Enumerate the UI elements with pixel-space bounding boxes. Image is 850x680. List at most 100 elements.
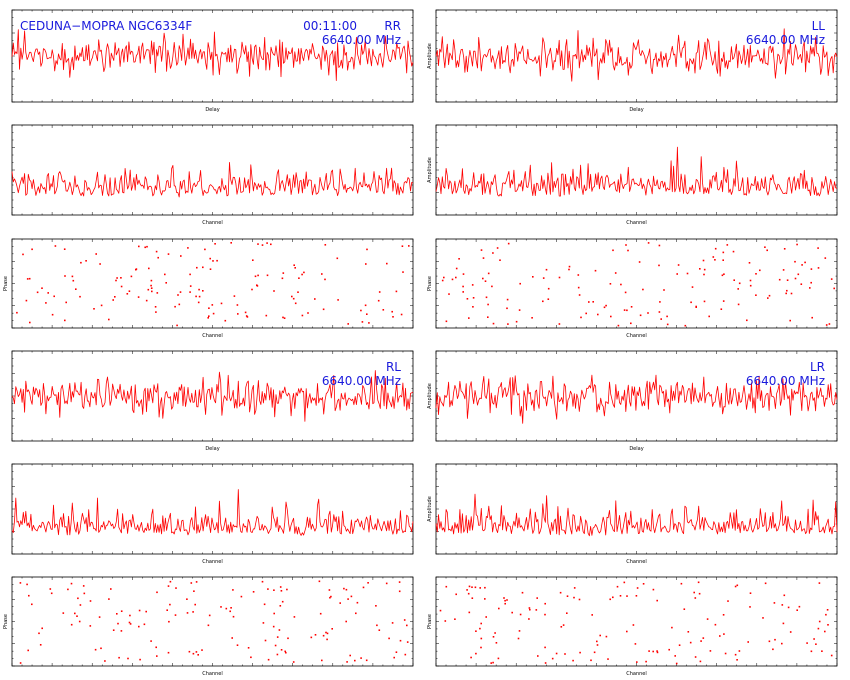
rl-phase-point bbox=[225, 607, 228, 610]
rl-phase-point bbox=[280, 590, 283, 592]
rl-phase-point bbox=[108, 598, 110, 600]
ll-phase-point bbox=[472, 306, 474, 308]
lr-phase-point bbox=[555, 652, 558, 655]
ll-phase-point bbox=[609, 283, 612, 285]
rl-phase-point bbox=[120, 630, 123, 632]
rl-phase-point bbox=[388, 637, 390, 640]
ll-phase-point bbox=[767, 297, 769, 299]
rr-phase-point bbox=[212, 260, 214, 262]
rr-phase-point bbox=[301, 273, 303, 276]
rl-phase-point bbox=[27, 649, 29, 652]
source-label: CEDUNA−MOPRA NGC6334F bbox=[20, 19, 192, 33]
ll-phase-point bbox=[737, 288, 739, 290]
lr-phase-point bbox=[699, 660, 702, 663]
ll-phase-point bbox=[466, 298, 469, 300]
rl-phase-point bbox=[201, 649, 203, 651]
rr-phase-point bbox=[189, 273, 191, 276]
rr-phase-point bbox=[293, 264, 295, 266]
ll-phase-point bbox=[737, 303, 740, 306]
ll-phase-point bbox=[614, 272, 617, 274]
ll-phase-point bbox=[482, 277, 484, 280]
rl-phase-point bbox=[129, 623, 132, 625]
rl-phase-point bbox=[195, 581, 198, 583]
ll-phase-point bbox=[746, 319, 748, 322]
rl-phase-point bbox=[285, 651, 287, 654]
rr-phase-point bbox=[208, 307, 210, 309]
ll-phase-point bbox=[568, 265, 571, 268]
lr-phase-point bbox=[494, 632, 496, 634]
rr-phase-point bbox=[377, 299, 380, 302]
lr-phase-point bbox=[479, 587, 481, 589]
ll-phase-point bbox=[518, 309, 521, 311]
rl-phase-point bbox=[280, 649, 283, 651]
ll-phase-point bbox=[558, 276, 561, 279]
ll-phase-point bbox=[585, 312, 587, 315]
rl-phase-point bbox=[169, 580, 172, 583]
rr-phase-point bbox=[245, 315, 248, 317]
rl-phase-point bbox=[166, 609, 168, 611]
ll-phase-point bbox=[487, 316, 489, 318]
ll-phase-point bbox=[759, 269, 761, 272]
ll-phase-point bbox=[507, 242, 510, 245]
rr-phase-point bbox=[301, 314, 304, 317]
ll-phase-point bbox=[484, 280, 487, 282]
rr-phase-point bbox=[114, 296, 116, 298]
lr-phase-point bbox=[504, 599, 506, 602]
lr-phase-point bbox=[796, 609, 798, 611]
rr-phase-point bbox=[196, 266, 198, 269]
ll-amp-frame bbox=[435, 124, 838, 216]
lr-phase-panel: Channel Phase bbox=[427, 576, 838, 677]
lr-phase-point bbox=[826, 609, 829, 611]
ll-phase-frame bbox=[435, 238, 838, 329]
rr-phase-point bbox=[137, 296, 140, 298]
lr-phase-point bbox=[626, 630, 628, 633]
lr-phase-point bbox=[485, 616, 487, 618]
ll-phase-point bbox=[610, 315, 612, 318]
rr-phase-point bbox=[322, 308, 325, 311]
ll-phase-point bbox=[448, 293, 450, 295]
ll-delay-polarization-label: LL bbox=[812, 19, 826, 33]
lr-phase-point bbox=[656, 599, 658, 602]
lr-phase-point bbox=[634, 643, 637, 645]
ll-phase-point bbox=[830, 278, 833, 280]
lr-phase-point bbox=[479, 627, 481, 630]
lr-phase-point bbox=[671, 626, 673, 629]
rl-phase-point bbox=[398, 581, 401, 583]
rr-phase-point bbox=[273, 290, 275, 292]
lr-phase-point bbox=[544, 602, 546, 605]
lr-phase-point bbox=[825, 613, 827, 616]
ll-phase-point bbox=[462, 291, 464, 293]
lr-phase-point bbox=[724, 652, 727, 655]
rr-phase-point bbox=[79, 295, 81, 298]
rl-phase-point bbox=[350, 595, 353, 598]
rr-phase-point bbox=[155, 311, 157, 313]
lr-phase-point bbox=[623, 581, 626, 584]
rl-amp-xlabel: Channel bbox=[202, 559, 223, 565]
rl-phase-point bbox=[100, 647, 102, 650]
ll-phase-point bbox=[515, 320, 518, 323]
ll-phase-point bbox=[519, 282, 521, 285]
lr-phase-point bbox=[572, 659, 574, 662]
rl-phase-point bbox=[330, 595, 332, 598]
rr-phase-point bbox=[174, 305, 176, 308]
ll-phase-point bbox=[790, 292, 793, 295]
lr-phase-point bbox=[470, 656, 472, 659]
rl-phase-point bbox=[116, 613, 118, 615]
rr-phase-point bbox=[47, 292, 49, 294]
rl-phase-point bbox=[192, 652, 195, 655]
lr-phase-point bbox=[702, 637, 705, 639]
rr-phase-point bbox=[281, 277, 284, 280]
lr-phase-point bbox=[607, 658, 609, 660]
rr-phase-point bbox=[282, 316, 284, 319]
rl-phase-point bbox=[310, 636, 313, 639]
lr-phase-point bbox=[818, 582, 821, 584]
lr-phase-point bbox=[813, 638, 815, 640]
rl-phase-point bbox=[232, 615, 235, 618]
rl-phase-point bbox=[365, 659, 368, 662]
rr-phase-point bbox=[212, 312, 215, 315]
rr-phase-point bbox=[324, 244, 327, 246]
rl-phase-point bbox=[279, 605, 282, 607]
ll-phase-point bbox=[499, 259, 501, 261]
lr-phase-point bbox=[566, 612, 568, 614]
